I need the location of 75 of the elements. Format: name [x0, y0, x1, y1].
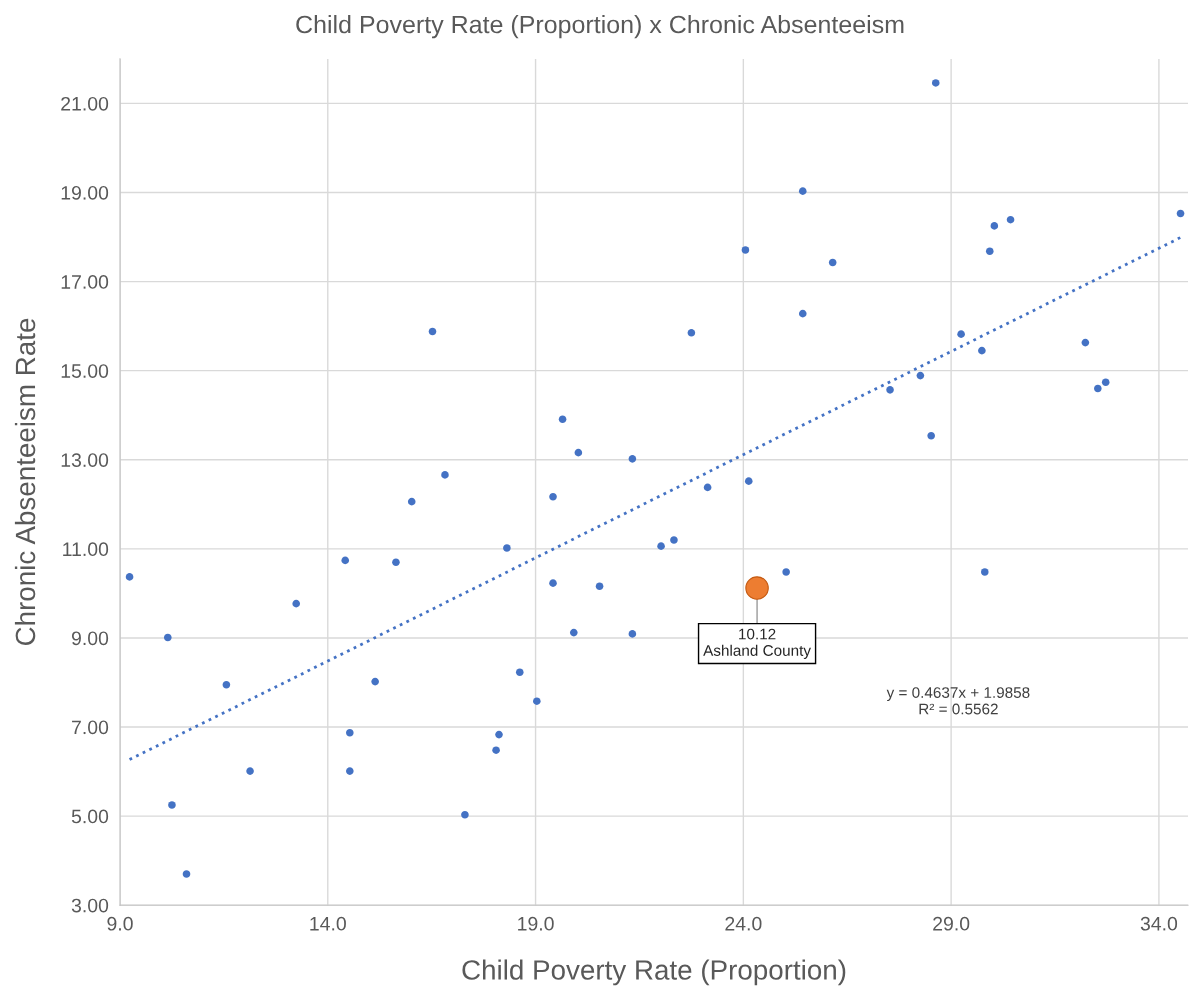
point	[182, 870, 191, 878]
y-tick-label: 19.00	[61, 185, 109, 200]
x-tick-label: 24.0	[725, 916, 762, 931]
point	[916, 371, 925, 380]
point	[1176, 209, 1185, 218]
point	[503, 544, 511, 552]
point	[628, 455, 637, 463]
point	[163, 633, 172, 642]
y-tick-label: 17.00	[61, 275, 109, 289]
point	[549, 579, 557, 587]
chart-title: Child Poverty Rate (Proportion) x Chronic Absenteeism	[296, 14, 904, 39]
point	[798, 309, 807, 318]
point	[495, 730, 503, 739]
annotation: 10.12 Ashland County	[703, 628, 811, 659]
point	[168, 801, 176, 809]
point	[703, 483, 712, 492]
point	[886, 386, 894, 394]
point	[222, 680, 231, 689]
y-tick-label: 3.00	[71, 898, 109, 913]
point	[533, 697, 541, 705]
point	[927, 431, 935, 440]
point	[595, 582, 604, 591]
point	[407, 497, 416, 506]
point	[782, 568, 790, 576]
point	[990, 222, 999, 230]
point	[1101, 378, 1110, 387]
x-tick-label: 14.0	[310, 916, 346, 931]
point	[657, 542, 665, 550]
point	[957, 330, 965, 338]
point	[441, 471, 449, 479]
point	[741, 246, 750, 254]
annotation: y = 0.4637x + 1.9858 R² = 0.5562	[886, 687, 1030, 715]
y-tick-label: 11.00	[63, 542, 109, 557]
point	[628, 630, 637, 638]
point	[246, 767, 254, 775]
point	[292, 599, 300, 608]
y-tick-label: 21.00	[61, 96, 109, 111]
point	[985, 247, 994, 256]
point	[745, 576, 769, 600]
point	[346, 767, 354, 775]
point	[428, 327, 437, 336]
y-tick-label: 9.00	[71, 631, 109, 646]
y-axis-title: Chronic Absenteeism Rate	[14, 318, 36, 646]
point	[574, 448, 583, 457]
point	[461, 810, 469, 819]
point	[980, 568, 989, 576]
point	[1094, 384, 1102, 393]
y-tick-label: 5.00	[71, 809, 109, 824]
point	[125, 573, 134, 581]
point	[798, 187, 807, 195]
y-tick-label: 15.00	[61, 364, 109, 378]
point	[341, 556, 350, 565]
x-tick-label: 9.0	[107, 916, 133, 931]
point	[744, 477, 753, 485]
point	[1081, 338, 1090, 347]
point	[569, 628, 578, 637]
point	[515, 668, 524, 677]
point	[1006, 215, 1015, 224]
x-tick-label: 19.0	[518, 916, 554, 931]
point	[978, 346, 986, 355]
x-axis-title: Child Poverty Rate (Proportion)	[462, 959, 846, 986]
x-tick-label: 34.0	[1140, 916, 1178, 931]
point	[392, 558, 400, 567]
point	[558, 415, 567, 424]
point	[828, 258, 837, 267]
point	[549, 492, 557, 501]
y-tick-label: 7.00	[72, 720, 109, 735]
point	[371, 677, 379, 686]
point	[931, 79, 940, 87]
point	[670, 536, 678, 544]
y-tick-label: 13.00	[61, 453, 109, 467]
x-tick-label: 29.0	[933, 916, 970, 931]
point	[346, 729, 354, 737]
point	[687, 329, 696, 337]
point	[492, 746, 500, 754]
